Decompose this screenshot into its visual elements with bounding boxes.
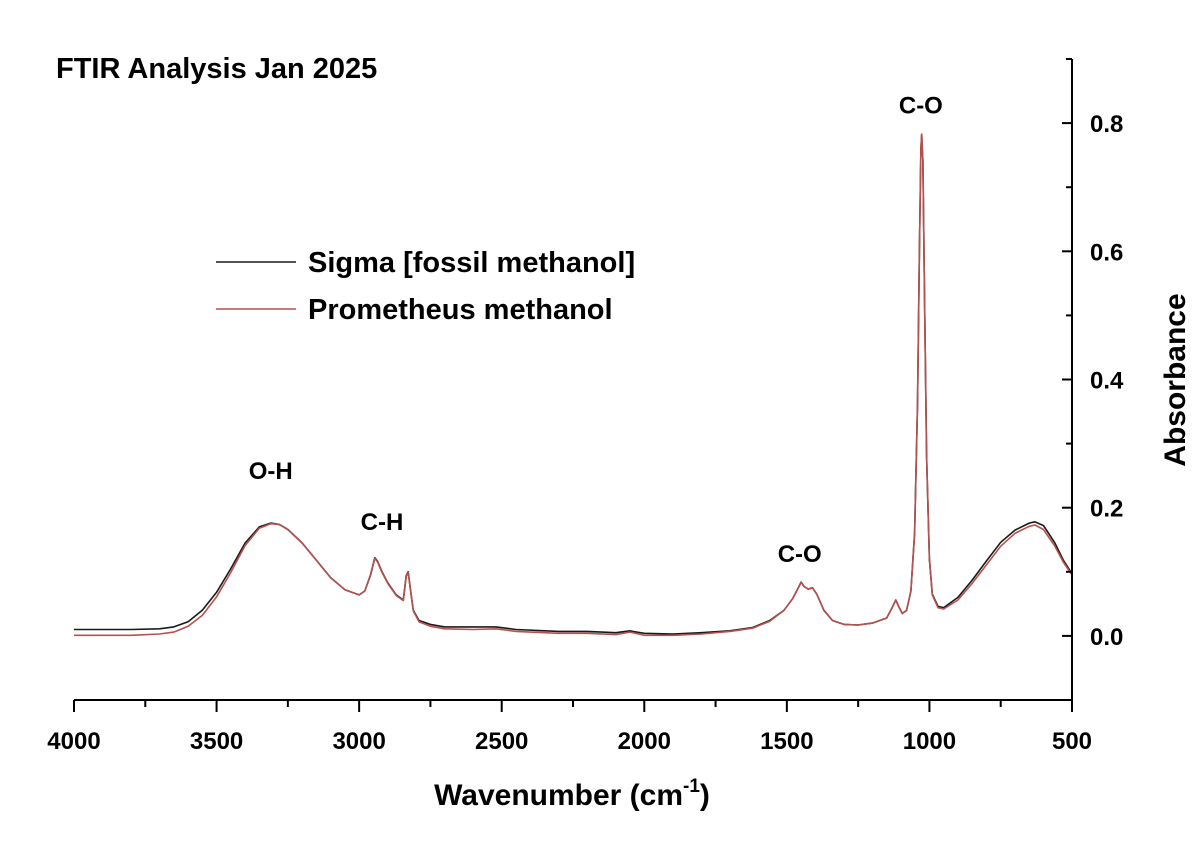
x-tick-label: 2500 (475, 728, 528, 755)
y-tick-label: 0.0 (1090, 624, 1123, 651)
legend-label-prometheus: Prometheus methanol (308, 294, 613, 326)
peak-annotation: C-O (778, 541, 822, 568)
x-tick-label: 4000 (47, 728, 100, 755)
x-tick-label: 500 (1052, 728, 1092, 755)
y-tick-label: 0.4 (1090, 368, 1124, 395)
peak-annotation: O-H (249, 458, 293, 485)
series-line-1 (74, 133, 1073, 637)
x-tick-label: 1500 (760, 728, 813, 755)
y-axis-title: Absorbance (1159, 293, 1192, 466)
plot-area (74, 133, 1073, 637)
y-axis: 0.0 0.2 0.4 0.6 0.8 (1062, 58, 1124, 701)
x-tick-label: 3500 (190, 728, 243, 755)
chart-title: FTIR Analysis Jan 2025 (56, 53, 377, 85)
y-tick-label: 0.8 (1090, 111, 1123, 138)
y-tick-label: 0.2 (1090, 496, 1123, 523)
x-axis-title: Wavenumber (cm-1) (434, 776, 710, 812)
peak-annotation: C-H (361, 509, 404, 536)
x-axis: 4000 3500 3000 2500 2000 1500 1000 500 (47, 699, 1092, 755)
legend-label-sigma: Sigma [fossil methanol] (308, 247, 635, 279)
x-tick-label: 1000 (903, 728, 956, 755)
series-line-0 (74, 133, 1073, 635)
peak-annotation: C-O (899, 92, 943, 119)
y-tick-label: 0.6 (1090, 239, 1123, 266)
legend: Sigma [fossil methanol] Prometheus metha… (216, 247, 635, 326)
x-tick-label: 2000 (618, 728, 671, 755)
x-tick-label: 3000 (332, 728, 385, 755)
annotations: O-H C-H C-O C-O (249, 92, 943, 568)
